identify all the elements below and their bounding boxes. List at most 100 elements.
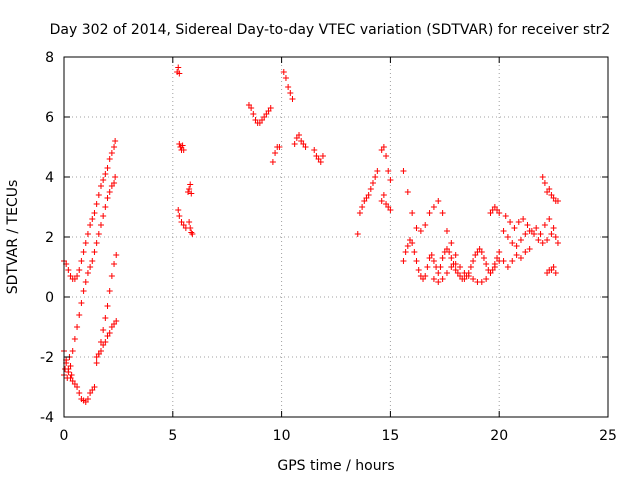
data-point [448,240,455,246]
data-point [470,258,477,264]
series-arc-22 [487,204,503,216]
data-point [112,138,119,144]
series-arc-16 [354,168,381,237]
data-point [437,264,444,270]
data-point [106,288,113,294]
data-point [504,234,511,240]
data-point [411,249,418,255]
data-point [80,249,87,255]
data-point [552,270,559,276]
data-point [435,279,442,285]
data-point [415,267,422,273]
data-point [417,228,424,234]
data-point [550,264,557,270]
series-arc-8 [175,207,189,231]
data-point [65,366,72,372]
y-tick-label: 6 [45,110,54,126]
data-point [439,210,446,216]
data-point [179,142,186,149]
data-point [269,159,276,165]
data-point [91,384,98,390]
data-point [387,207,394,213]
data-point [535,237,542,243]
y-tick-label: 4 [45,170,54,186]
data-point [97,348,104,354]
data-point [187,225,194,231]
data-point [176,70,183,77]
data-point [93,201,100,207]
data-point [282,75,289,81]
data-point [496,249,503,255]
data-point [189,231,196,237]
data-point [446,249,453,255]
data-point [404,189,411,195]
data-point [509,258,516,264]
data-point [82,240,89,246]
x-tick-label: 10 [273,428,291,444]
data-point [402,249,409,255]
data-point [513,243,520,249]
x-tick-label: 0 [60,428,69,444]
series-arc-12 [269,144,283,165]
data-point [104,303,111,309]
data-point [186,186,193,192]
data-point [509,240,516,246]
data-point [448,264,455,270]
data-point [176,141,183,147]
data-point [544,237,551,243]
data-point [372,174,379,180]
data-point [522,231,529,237]
data-point [467,264,474,270]
data-point [91,210,98,216]
data-point [102,339,109,345]
data-point [175,64,182,71]
data-point [400,258,407,264]
data-point [387,177,394,183]
data-point [74,273,81,279]
data-point [367,186,374,192]
data-point [487,270,494,276]
data-point [296,132,303,138]
data-point [267,105,274,111]
data-point [552,234,559,240]
data-point [74,384,81,390]
data-point [426,210,433,216]
data-point [539,240,546,246]
data-point [478,249,485,255]
data-point [95,192,102,198]
series-arc-19 [400,168,459,258]
data-point [104,195,111,201]
data-point [106,189,113,195]
data-point [554,198,561,204]
data-point [541,222,548,228]
x-tick-labels: 0 5 10 15 20 25 [60,428,617,444]
data-point [175,207,182,213]
data-point [546,216,553,222]
data-point [465,273,472,279]
series-arc-6 [174,64,183,77]
y-tick-label: -4 [40,410,54,426]
data-point [84,231,91,237]
data-point [78,300,85,306]
series-arc-11 [245,102,274,126]
data-point [287,90,294,96]
data-point [365,192,372,198]
data-point [409,210,416,216]
data-point [112,174,119,180]
data-point [374,168,381,174]
data-point [93,360,100,366]
data-point [176,213,183,219]
data-point [291,141,298,147]
data-point [513,252,520,258]
data-point [430,204,437,210]
data-point [422,222,429,228]
data-point [65,267,72,273]
series-arc-21 [430,258,503,285]
data-point [517,237,524,243]
data-point [82,279,89,285]
axis-ticks [63,56,609,418]
data-point [380,192,387,198]
data-point [359,204,366,210]
data-point [541,180,548,186]
